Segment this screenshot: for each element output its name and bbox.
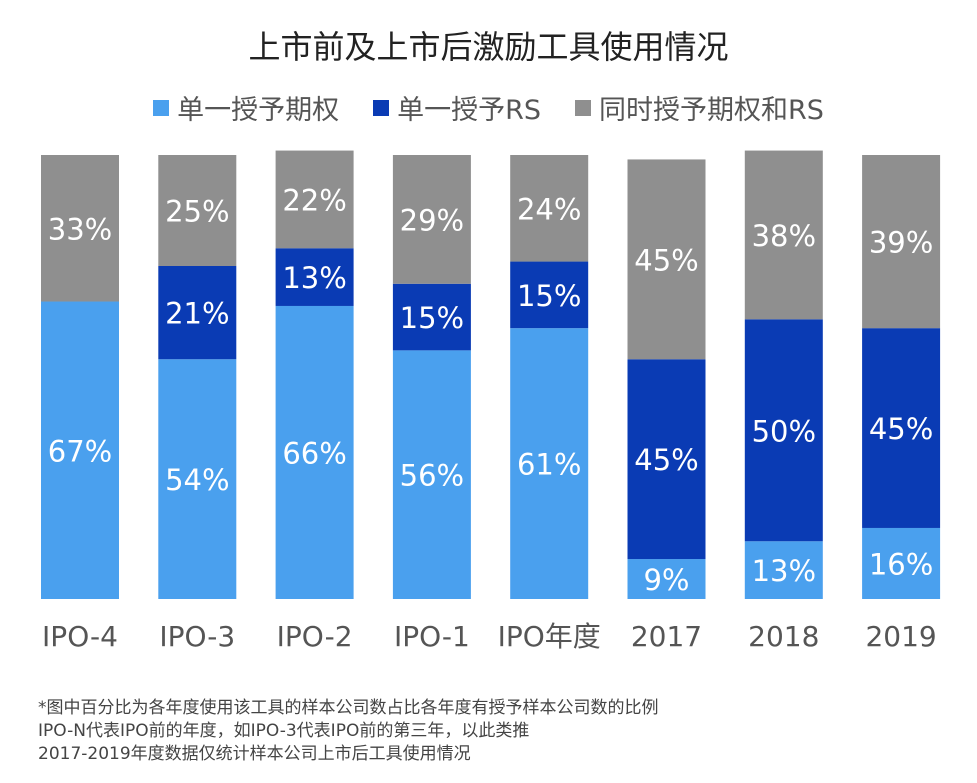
data-label: 61% [517, 448, 581, 482]
bar-segment [392, 283, 471, 351]
data-label: 38% [752, 219, 816, 253]
footnote-line: *图中百分比为各年度使用该工具的样本公司数占比各年度有授予样本公司数的比例 [38, 698, 659, 718]
x-tick-label: 2017 [631, 620, 702, 653]
x-tick-label: 2018 [748, 620, 819, 653]
data-label: 67% [48, 434, 112, 468]
bar-segment [862, 328, 941, 528]
data-label: 66% [282, 436, 346, 470]
bar-segment [392, 155, 471, 284]
bar-segment [510, 328, 589, 599]
bar-segment [627, 159, 706, 360]
legend-item-rs: 单一授予RS [373, 88, 541, 127]
legend-label-option: 单一授予期权 [177, 95, 340, 126]
data-label: 29% [400, 203, 464, 237]
data-label: 45% [869, 412, 933, 446]
bar-segment [627, 559, 706, 599]
legend-swatch-rs [373, 99, 390, 116]
data-label: 24% [517, 192, 581, 226]
footnote-line: IPO-N代表IPO前的年度，如IPO-3代表IPO前的第三年，以此类推 [38, 721, 530, 741]
bar-segment [275, 248, 354, 306]
data-label: 13% [752, 554, 816, 588]
x-tick-label: 2019 [865, 620, 936, 653]
legend-label-both: 同时授予期权和RS [599, 95, 824, 126]
bar-segment [744, 150, 823, 320]
footnote: *图中百分比为各年度使用该工具的样本公司数占比各年度有授予样本公司数的比例 IP… [38, 697, 659, 766]
legend-label-rs: 单一授予RS [397, 95, 541, 126]
data-label: 45% [634, 243, 698, 277]
data-label: 21% [165, 297, 229, 331]
x-tick-label: IPO年度 [498, 620, 601, 653]
bar-segment [41, 301, 119, 599]
legend-item-option: 单一授予期权 [153, 88, 339, 127]
bar-segment [275, 150, 354, 249]
bar-segment [158, 359, 237, 599]
data-label: 50% [752, 414, 816, 448]
x-tick-label: IPO-1 [394, 620, 470, 653]
data-label: 56% [400, 459, 464, 493]
data-label: 22% [282, 183, 346, 217]
bar-segment [158, 155, 237, 266]
chart-title: 上市前及上市后激励工具使用情况 [248, 28, 729, 66]
legend-item-both: 同时授予期权和RS [575, 88, 824, 127]
bar-segment [41, 155, 119, 302]
x-tick-label: IPO-4 [42, 620, 118, 653]
data-label: 15% [400, 301, 464, 335]
bar-segment [862, 155, 941, 329]
bar-segment [627, 359, 706, 560]
bar-segment [275, 305, 354, 599]
bar-segment [510, 261, 589, 329]
legend: 单一授予期权 单一授予RS 同时授予期权和RS [0, 88, 977, 127]
data-label: 39% [869, 226, 933, 260]
data-label: 13% [282, 261, 346, 295]
bar-segment [862, 527, 941, 599]
data-label: 25% [165, 195, 229, 229]
stacked-bar-chart: 67% 33% IPO-4 54% 21% 25% IPO-3 66% 13% 22% IPO-2 5… [41, 150, 941, 653]
data-label: 54% [165, 463, 229, 497]
legend-swatch-option [153, 99, 170, 116]
data-label: 16% [869, 547, 933, 581]
legend-swatch-both [575, 99, 591, 116]
x-tick-label: IPO-3 [159, 620, 235, 653]
footnote-line: 2017-2019年度数据仅统计样本公司上市后工具使用情况 [38, 744, 471, 764]
bar-segment [158, 266, 237, 360]
bar-segment [510, 155, 589, 262]
bar-segment [744, 319, 823, 542]
data-label: 15% [517, 279, 581, 313]
data-label: 33% [48, 212, 112, 246]
bar-segment [744, 541, 823, 599]
bar-segment [392, 350, 471, 599]
x-tick-label: IPO-2 [277, 620, 353, 653]
data-label: 45% [634, 443, 698, 477]
data-label: 9% [643, 563, 689, 597]
